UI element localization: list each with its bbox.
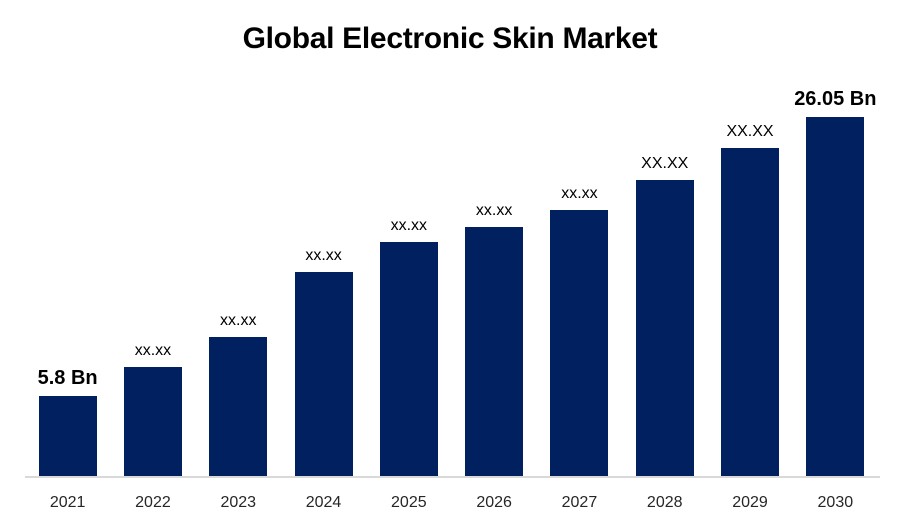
bar-column-2028: XX.XX xyxy=(622,156,707,476)
x-axis-label-2030: 2030 xyxy=(817,494,854,511)
bar-2030 xyxy=(806,117,865,476)
bar-2026 xyxy=(465,227,524,476)
bar-column-2023: xx.xx xyxy=(196,313,281,476)
x-axis-label-2027: 2027 xyxy=(561,494,598,511)
bar-column-2025: xx.xx xyxy=(366,218,451,476)
chart-title: Global Electronic Skin Market xyxy=(242,22,658,55)
x-axis-label-2023: 2023 xyxy=(220,494,257,511)
bar-value-label-2022: xx.xx xyxy=(134,342,172,359)
bar-column-2027: xx.xx xyxy=(537,186,622,476)
bar-2027 xyxy=(550,210,609,476)
bar-value-label-2027: xx.xx xyxy=(561,185,598,202)
bar-column-2024: xx.xx xyxy=(281,248,366,476)
bar-value-label-2029: XX.XX xyxy=(726,123,774,140)
x-axis-line xyxy=(25,476,880,478)
bar-column-2022: xx.xx xyxy=(110,343,195,476)
bar-column-2029: XX.XX xyxy=(707,124,792,476)
x-axis-label-2022: 2022 xyxy=(135,494,171,511)
bar-value-label-2026: xx.xx xyxy=(475,202,513,219)
bars-row: 5.8 Bn xx.xx xx.xx xx.xx xx.xx xx.xx xx.xx XX.X… xyxy=(25,89,878,476)
x-axis-label-2025: 2025 xyxy=(391,494,427,511)
x-axis-label-2028: 2028 xyxy=(646,494,683,511)
bar-column-2026: xx.xx xyxy=(451,203,536,476)
x-axis-label-2024: 2024 xyxy=(305,494,342,511)
bar-value-label-2025: xx.xx xyxy=(390,217,428,234)
bar-value-label-2028: XX.XX xyxy=(641,155,689,172)
bar-value-label-2023: xx.xx xyxy=(220,312,257,329)
bar-column-2030: 26.05 Bn xyxy=(793,89,878,476)
bar-2024 xyxy=(294,272,353,476)
bar-2021 xyxy=(38,396,97,476)
bar-value-label-2021: 5.8 Bn xyxy=(37,367,98,389)
x-axis-label-2021: 2021 xyxy=(49,494,86,511)
bar-2023 xyxy=(209,337,268,476)
x-axis-label-2029: 2029 xyxy=(732,494,768,511)
bar-2025 xyxy=(379,242,438,476)
x-axis-labels: 2021 2022 2023 2024 2025 2026 2027 2028 2029 2030 xyxy=(25,495,878,511)
x-axis-label-2026: 2026 xyxy=(476,494,512,511)
bar-2028 xyxy=(635,180,694,476)
bar-2029 xyxy=(721,148,780,476)
bar-value-label-2024: xx.xx xyxy=(305,247,342,264)
bar-2022 xyxy=(123,367,182,476)
bar-column-2021: 5.8 Bn xyxy=(25,368,110,476)
bar-value-label-2030: 26.05 Bn xyxy=(794,88,877,110)
